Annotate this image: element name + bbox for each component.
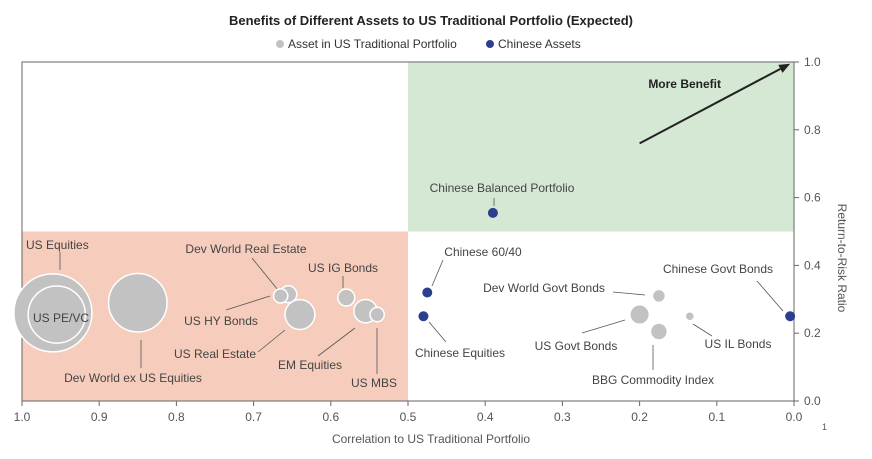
- label-dev-world-govt-bonds: Dev World Govt Bonds: [483, 281, 605, 295]
- chart-title: Benefits of Different Assets to US Tradi…: [229, 13, 633, 28]
- label-us-govt-bonds: US Govt Bonds: [535, 339, 618, 353]
- y-tick-label: 0.0: [804, 394, 821, 408]
- bubble-dev-world-real-estate: [272, 288, 289, 304]
- bubble-bbg-commodity-index: [649, 322, 669, 341]
- x-tick-label: 0.4: [477, 410, 494, 424]
- legend-chinese-asset-label: Chinese Assets: [498, 37, 581, 51]
- legend-us-asset-marker: [276, 40, 284, 48]
- legend-us-asset-label: Asset in US Traditional Portfolio: [288, 37, 457, 51]
- label-us-pe-vc: US PE/VC: [33, 311, 89, 325]
- x-tick-label: 0.0: [786, 410, 803, 424]
- arrow-head: [778, 63, 791, 73]
- footnote-marker: 1: [822, 422, 827, 432]
- label-leader-lines: [59, 198, 784, 374]
- point-chinese-equities: [418, 311, 429, 322]
- leader-us-il-bonds: [692, 323, 713, 337]
- y-tick-label: 0.6: [804, 191, 821, 205]
- y-tick-label: 0.4: [804, 258, 821, 272]
- axis-ticks: 1.0 0.9 0.8 0.7 0.6 0.5 0.4 0.3 0.2 0.1 0.00.0 0.2 0…: [14, 55, 821, 424]
- label-us-equities: US Equities: [26, 238, 89, 252]
- y-axis-title: Return-to-Risk Ratio: [835, 204, 849, 313]
- leader-us-govt-bonds: [581, 319, 626, 334]
- more-benefit-label: More Benefit: [648, 77, 721, 91]
- y-tick-label: 0.2: [804, 326, 821, 340]
- point-chinese-balanced-portfolio: [487, 207, 498, 218]
- shaded-regions: [22, 62, 794, 401]
- leader-chinese-60-40: [431, 259, 444, 287]
- x-tick-label: 0.1: [708, 410, 725, 424]
- y-tick-label: 0.8: [804, 123, 821, 137]
- label-bbg-commodity-index: BBG Commodity Index: [592, 373, 714, 387]
- legend-chinese-asset-marker: [486, 40, 494, 48]
- label-dev-world-ex-us-equities: Dev World ex US Equities: [64, 371, 202, 385]
- point-chinese-60-40: [422, 287, 433, 298]
- arrow-shaft: [639, 67, 781, 145]
- bubble-us-pe-vc: [27, 285, 87, 344]
- label-us-real-estate: US Real Estate: [174, 347, 256, 361]
- label-dev-world-real-estate: Dev World Real Estate: [185, 242, 306, 256]
- x-tick-label: 0.2: [631, 410, 648, 424]
- leader-dev-world-real-estate: [251, 257, 279, 291]
- data-points: [13, 207, 796, 353]
- label-us-hy-bonds: US HY Bonds: [184, 314, 258, 328]
- x-tick-label: 1.0: [14, 410, 31, 424]
- leader-dev-world-govt-bonds: [612, 291, 646, 296]
- x-axis-title: Correlation to US Traditional Portfolio: [332, 432, 530, 446]
- x-tick-label: 0.7: [245, 410, 262, 424]
- y-tick-label: 1.0: [804, 55, 821, 69]
- label-chinese-govt-bonds: Chinese Govt Bonds: [663, 262, 773, 276]
- label-chinese-equities: Chinese Equities: [415, 346, 505, 360]
- label-chinese-balanced-portfolio: Chinese Balanced Portfolio: [430, 181, 575, 195]
- legend: Asset in US Traditional Portfolio Chines…: [276, 37, 581, 51]
- bubble-dev-world-ex-us-equities: [107, 272, 168, 333]
- bubble-us-govt-bonds: [629, 304, 651, 326]
- x-tick-label: 0.5: [400, 410, 417, 424]
- x-tick-label: 0.3: [554, 410, 571, 424]
- leader-chinese-govt-bonds: [756, 280, 784, 312]
- point-chinese-govt-bonds: [785, 311, 796, 322]
- bubble-us-il-bonds: [684, 310, 696, 322]
- leader-em-equities: [317, 327, 356, 357]
- leader-us-real-estate: [257, 329, 286, 353]
- bubble-dev-world-govt-bonds: [651, 288, 667, 304]
- bubble-us-real-estate: [284, 298, 316, 331]
- label-em-equities: EM Equities: [278, 358, 342, 372]
- x-tick-label: 0.9: [91, 410, 108, 424]
- point-labels: US Equities US PE/VC Dev World ex US Equit…: [26, 181, 773, 390]
- label-us-mbs: US MBS: [351, 376, 397, 390]
- more-benefit-arrow: More Benefit: [639, 63, 791, 145]
- x-tick-label: 0.6: [322, 410, 339, 424]
- region-upper-right: [408, 62, 794, 232]
- bubble-us-ig-bonds: [337, 288, 356, 307]
- label-us-ig-bonds: US IG Bonds: [308, 261, 378, 275]
- label-chinese-60-40: Chinese 60/40: [444, 245, 522, 259]
- leader-chinese-equities: [428, 321, 447, 343]
- leader-us-hy-bonds: [225, 295, 271, 311]
- bubble-us-mbs: [369, 306, 386, 323]
- label-us-il-bonds: US IL Bonds: [705, 337, 772, 351]
- x-tick-label: 0.8: [168, 410, 185, 424]
